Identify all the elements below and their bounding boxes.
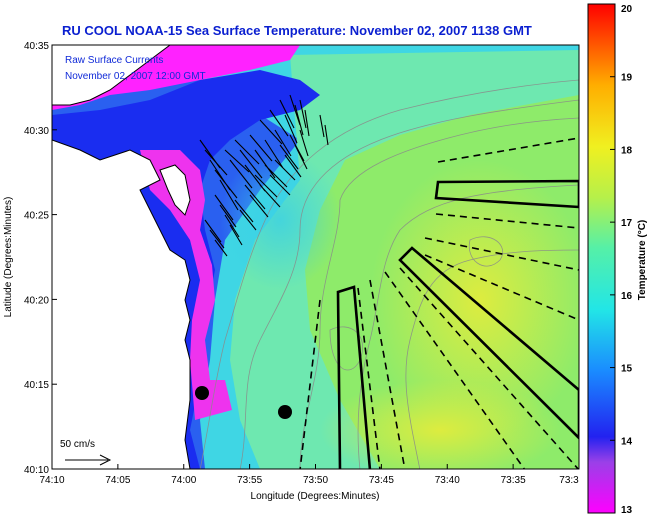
x-tick-label: 74:10 <box>39 475 64 486</box>
y-tick-label: 40:30 <box>24 126 49 137</box>
colorbar-tick-label: 19 <box>621 73 633 84</box>
x-tick-label: 73:50 <box>303 475 328 486</box>
x-axis-ticks: 74:10 74:05 74:00 73:55 73:50 73:45 73:40 73:35… <box>39 464 580 486</box>
x-tick-label: 73:45 <box>369 475 394 486</box>
x-tick-label: 74:05 <box>105 475 130 486</box>
current-vectors <box>199 94 329 257</box>
figure-title: RU COOL NOAA-15 Sea Surface Temperature:… <box>62 23 532 38</box>
y-tick-label: 40:20 <box>24 295 49 306</box>
colorbar-label: Temperature (°C) <box>637 220 648 301</box>
y-tick-label: 40:10 <box>24 465 49 476</box>
sst-map: Raw Surface Currents November 02, 2007 1… <box>52 45 579 469</box>
colorbar-ticks: 20 19 18 17 16 15 14 13 <box>610 3 633 516</box>
scale-label: 50 cm/s <box>60 439 95 450</box>
sandy-hook <box>159 164 191 216</box>
warm-patch-south <box>320 380 560 469</box>
x-axis-label: Longitude (Degrees:Minutes) <box>251 491 380 502</box>
x-tick-label: 74:00 <box>171 475 196 486</box>
colorbar-tick-label: 14 <box>621 436 633 447</box>
x-tick-label: 73:40 <box>435 475 460 486</box>
transect-boxes <box>336 179 579 469</box>
x-tick-label: 73:3 <box>559 475 579 486</box>
y-tick-label: 40:15 <box>24 380 49 391</box>
colorbar <box>587 3 616 514</box>
colorbar-tick-label: 15 <box>621 364 633 375</box>
currents-date: November 02, 2007 12:00 GMT <box>65 71 206 82</box>
currents-label: Raw Surface Currents <box>65 55 163 66</box>
x-tick-label: 73:55 <box>237 475 262 486</box>
colorbar-tick-label: 17 <box>621 218 633 229</box>
y-tick-label: 40:25 <box>24 211 49 222</box>
station-marker-1 <box>195 386 209 400</box>
colorbar-tick-label: 13 <box>621 505 633 516</box>
scale-arrowhead <box>99 454 112 466</box>
y-axis-label: Latitude (Degrees:Minutes) <box>3 197 14 318</box>
land-north <box>52 45 171 106</box>
colorbar-tick-label: 16 <box>621 291 633 302</box>
station-marker-2 <box>278 405 292 419</box>
colorbar-tick-label: 18 <box>621 145 633 156</box>
y-tick-label: 40:35 <box>24 41 49 52</box>
dashed-tracks <box>299 137 579 469</box>
y-axis-ticks: 40:35 40:30 40:25 40:20 40:15 40:10 <box>24 41 57 476</box>
x-tick-label: 73:35 <box>501 475 526 486</box>
colorbar-tick-label: 20 <box>621 4 633 15</box>
